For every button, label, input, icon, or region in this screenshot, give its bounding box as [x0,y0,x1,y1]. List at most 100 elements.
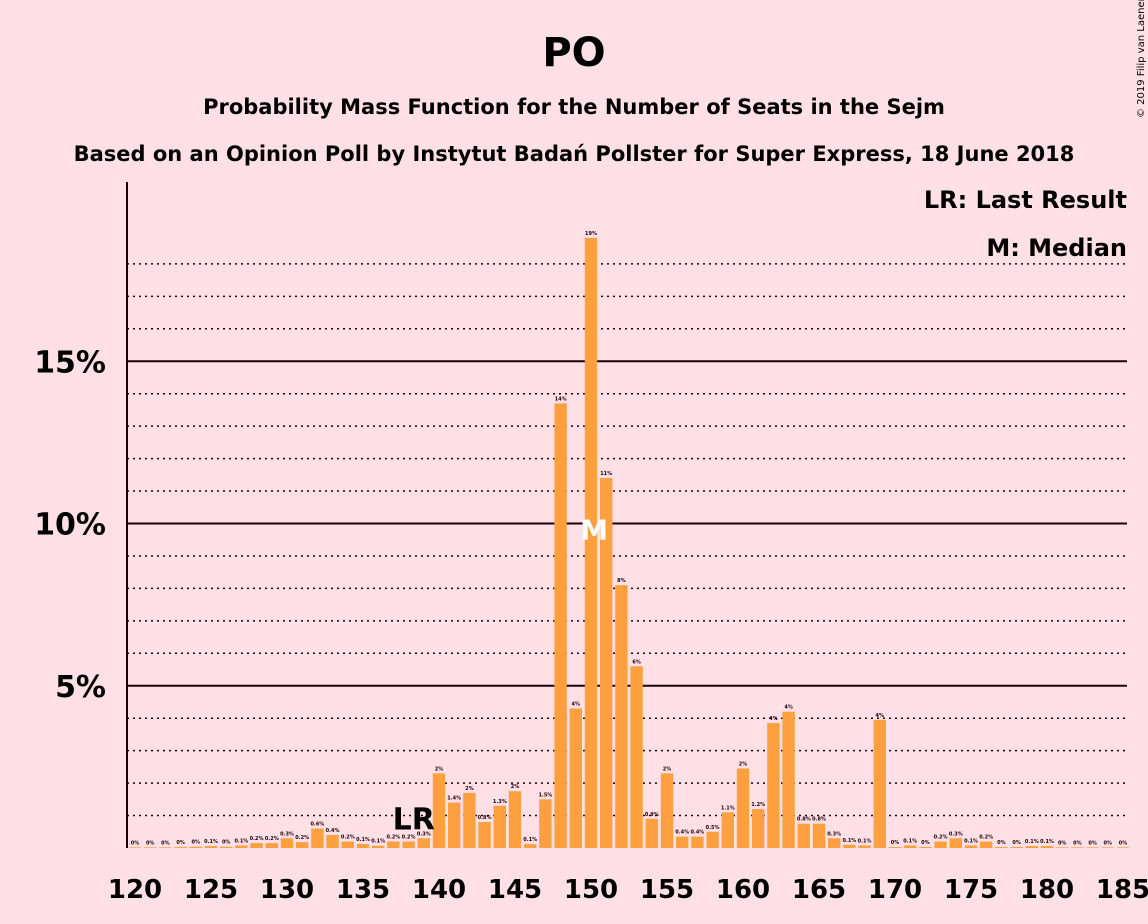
bar [1056,847,1069,848]
x-tick-label: 160 [716,875,770,905]
bar [797,823,810,848]
bar [752,809,765,848]
bar [630,666,643,848]
bar [235,845,248,848]
bar-value-label: 0.3% [827,831,841,837]
bar [159,847,172,848]
bar [782,711,795,848]
bar-value-label: 0.5% [706,825,720,831]
bar [478,822,491,848]
bar [1010,847,1023,848]
bar-value-label: 0% [161,840,170,846]
bar-value-label: 0.2% [402,835,416,841]
chart-title: PO [542,30,605,76]
x-tick-label: 140 [412,875,466,905]
x-tick-label: 120 [108,875,162,905]
bar [767,723,780,848]
bar-value-label: 2% [511,784,520,790]
x-tick-labels: 120 125 130 135 140 145 150 155 160 165 170 175 180 1… [108,875,1148,905]
bar-value-label: 0.4% [690,830,704,836]
bar-value-label: 6% [632,659,641,665]
bar [463,792,476,848]
y-tick-label: 5% [55,670,106,705]
bar [372,845,385,848]
bar-value-label: 0.2% [265,836,279,842]
bar [615,585,628,848]
bar [341,841,354,848]
bar [873,719,886,848]
bar [387,841,400,848]
x-tick-label: 175 [944,875,998,905]
bar-value-label: 0.3% [417,831,431,837]
bar [311,828,324,848]
bar-value-label: 0.1% [356,837,370,843]
bar-value-label: 0.1% [903,838,917,844]
bar [964,845,978,848]
legend-last-result: LR: Last Result [924,186,1127,214]
bar-value-label: 4% [784,705,793,711]
bar [995,847,1008,848]
bar [128,847,142,848]
x-tick-label: 150 [564,875,618,905]
bar [600,478,613,848]
bar-value-label: 0% [921,840,930,846]
bar [524,844,537,848]
bar [174,847,187,848]
bar-value-label: 0% [1119,840,1128,846]
bar-value-label: 0% [1058,840,1067,846]
bar-value-label: 0.1% [234,838,248,844]
bar [554,403,567,848]
bar-value-label: 0.1% [858,838,872,844]
bar-value-label: 0.1% [842,838,856,844]
bar-value-label: 14% [555,396,567,402]
bar-value-label: 0.2% [386,835,400,841]
bar [645,818,658,848]
bar-value-label: 0% [222,840,231,846]
x-tick-label: 165 [792,875,846,905]
bar-value-label: 4% [572,701,581,707]
bar-value-label: 0.4% [675,830,689,836]
x-tick-label: 135 [336,875,390,905]
bar-value-label: 0% [192,840,201,846]
x-tick-label: 155 [640,875,694,905]
bar-value-label: 2% [739,761,748,767]
legend-median: M: Median [986,234,1127,262]
chart-subtitle: Probability Mass Function for the Number… [203,95,945,119]
bar-value-label: 0.2% [341,835,355,841]
bar [204,846,218,848]
bar [402,841,415,848]
last-result-marker: LR [393,803,435,838]
bar [1025,846,1038,848]
bar [1101,847,1114,848]
bar-value-label: 0% [1104,840,1113,846]
bar-value-label: 0.1% [371,839,385,845]
bar-value-label: 1.2% [751,802,765,808]
chart-subtitle-source: Based on an Opinion Poll by Instytut Bad… [74,142,1075,166]
y-tick-label: 10% [34,508,106,543]
y-tick-label: 15% [34,345,106,380]
bar [949,838,962,848]
bar [417,838,430,848]
x-tick-label: 185 [1096,875,1148,905]
bar [736,768,750,848]
bar-value-label: 0.3% [949,831,963,837]
bar-value-label: 0.1% [523,837,537,843]
bar-value-label: 8% [617,578,626,584]
copyright-notice: © 2019 Filip van Laenen [1136,0,1147,118]
bar [356,844,370,848]
x-tick-label: 125 [184,875,238,905]
bar-value-label: 0.6% [310,822,324,828]
bar [539,799,552,848]
bar-value-label: 4% [876,713,885,719]
bar-value-label: 0.8% [812,817,826,823]
bar-value-label: 0.4% [326,828,340,834]
bar-value-label: 0.2% [979,835,993,841]
bar [812,823,826,848]
bar-value-label: 0.2% [934,835,948,841]
bar-value-label: 0.3% [280,831,294,837]
bar [980,841,993,848]
x-tick-label: 170 [868,875,922,905]
bar [584,237,598,848]
bar [432,773,446,848]
